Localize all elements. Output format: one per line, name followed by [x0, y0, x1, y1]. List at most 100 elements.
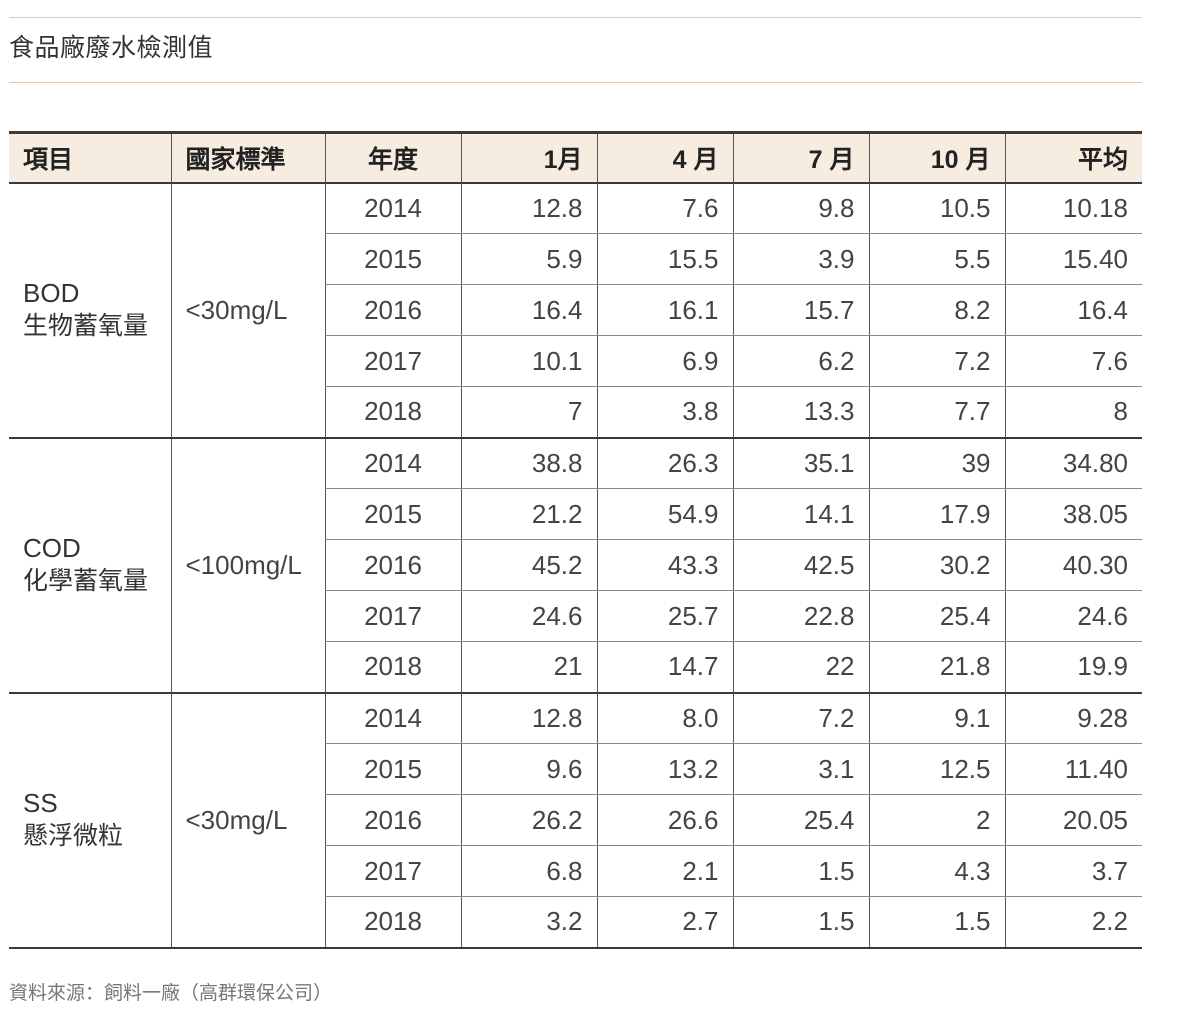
- year-cell: 2014: [324, 692, 461, 744]
- month-7-cell: 35.1: [732, 437, 869, 489]
- average-cell: 3.7: [1004, 845, 1142, 897]
- header-month-10: 10 月: [868, 131, 1005, 184]
- month-1-cell: 12.8: [460, 182, 597, 234]
- year-cell: 2016: [324, 794, 461, 846]
- header-item: 項目: [9, 131, 171, 184]
- table-row: 2016 45.2 43.3 42.5 30.2 40.30: [9, 539, 1142, 591]
- header-standard: 國家標準: [170, 131, 325, 184]
- year-cell: 2015: [324, 743, 461, 795]
- source-note: 資料來源：飼料一廠（高群環保公司）: [9, 982, 333, 1004]
- year-cell: 2017: [324, 845, 461, 897]
- average-cell: 7.6: [1004, 335, 1142, 387]
- month-1-cell: 21.2: [460, 488, 597, 540]
- item-cell: COD 化學蓄氧量: [9, 437, 171, 694]
- table-row: 2017 10.1 6.9 6.2 7.2 7.6: [9, 335, 1142, 387]
- average-cell: 9.28: [1004, 692, 1142, 744]
- item-name: 化學蓄氧量: [23, 567, 149, 595]
- table-row: COD 化學蓄氧量 <100mg/L 2014 38.8 26.3 35.1 39 34.80: [9, 437, 1142, 694]
- month-10-cell: 7.2: [868, 335, 1005, 387]
- month-4-cell: 13.2: [596, 743, 733, 795]
- month-4-cell: 7.6: [596, 182, 733, 234]
- month-4-cell: 43.3: [596, 539, 733, 591]
- month-7-cell: 42.5: [732, 539, 869, 591]
- standard-cell: <30mg/L: [170, 692, 325, 949]
- table-row: 2018 3.2 2.7 1.5 1.5 2.2: [9, 896, 1142, 949]
- month-1-cell: 12.8: [460, 692, 597, 744]
- month-4-cell: 25.7: [596, 590, 733, 642]
- month-4-cell: 3.8: [596, 386, 733, 439]
- year-cell: 2014: [324, 437, 461, 489]
- month-7-cell: 22: [732, 641, 869, 694]
- month-7-cell: 25.4: [732, 794, 869, 846]
- average-cell: 11.40: [1004, 743, 1142, 795]
- month-7-cell: 6.2: [732, 335, 869, 387]
- average-cell: 20.05: [1004, 794, 1142, 846]
- table-row: 2016 16.4 16.1 15.7 8.2 16.4: [9, 284, 1142, 336]
- table-row: 2015 21.2 54.9 14.1 17.9 38.05: [9, 488, 1142, 540]
- year-cell: 2014: [324, 182, 461, 234]
- month-10-cell: 10.5: [868, 182, 1005, 234]
- item-code: BOD: [23, 278, 80, 308]
- header-month-4: 4 月: [596, 131, 733, 184]
- month-10-cell: 5.5: [868, 233, 1005, 285]
- average-cell: 19.9: [1004, 641, 1142, 694]
- month-4-cell: 2.1: [596, 845, 733, 897]
- header-month-7: 7 月: [732, 131, 869, 184]
- month-1-cell: 38.8: [460, 437, 597, 489]
- month-4-cell: 15.5: [596, 233, 733, 285]
- month-4-cell: 2.7: [596, 896, 733, 949]
- month-10-cell: 1.5: [868, 896, 1005, 949]
- month-7-cell: 22.8: [732, 590, 869, 642]
- year-cell: 2018: [324, 896, 461, 949]
- table-row: 2017 6.8 2.1 1.5 4.3 3.7: [9, 845, 1142, 897]
- month-10-cell: 9.1: [868, 692, 1005, 744]
- year-cell: 2015: [324, 233, 461, 285]
- year-cell: 2018: [324, 386, 461, 439]
- item-name: 生物蓄氧量: [23, 312, 149, 340]
- average-cell: 34.80: [1004, 437, 1142, 489]
- month-4-cell: 54.9: [596, 488, 733, 540]
- year-cell: 2015: [324, 488, 461, 540]
- month-4-cell: 8.0: [596, 692, 733, 744]
- table-row: 2016 26.2 26.6 25.4 2 20.05: [9, 794, 1142, 846]
- month-7-cell: 14.1: [732, 488, 869, 540]
- average-cell: 10.18: [1004, 182, 1142, 234]
- month-7-cell: 13.3: [732, 386, 869, 439]
- month-10-cell: 4.3: [868, 845, 1005, 897]
- month-4-cell: 16.1: [596, 284, 733, 336]
- month-10-cell: 39: [868, 437, 1005, 489]
- title-top-rule: [9, 17, 1142, 18]
- standard-cell: <100mg/L: [170, 437, 325, 694]
- month-10-cell: 2: [868, 794, 1005, 846]
- month-7-cell: 15.7: [732, 284, 869, 336]
- year-cell: 2017: [324, 590, 461, 642]
- table-row: 2015 5.9 15.5 3.9 5.5 15.40: [9, 233, 1142, 285]
- standard-cell: <30mg/L: [170, 182, 325, 439]
- header-row: 項目 國家標準 年度 1月 4 月 7 月 10 月 平均: [9, 131, 1142, 184]
- month-10-cell: 25.4: [868, 590, 1005, 642]
- title-bottom-rule: [9, 82, 1142, 83]
- month-1-cell: 7: [460, 386, 597, 439]
- month-1-cell: 3.2: [460, 896, 597, 949]
- table-row: BOD 生物蓄氧量 <30mg/L 2014 12.8 7.6 9.8 10.5 10.18: [9, 182, 1142, 439]
- page-title: 食品廠廢水檢測值: [9, 33, 214, 62]
- average-cell: 40.30: [1004, 539, 1142, 591]
- table-row: 2018 7 3.8 13.3 7.7 8: [9, 386, 1142, 439]
- month-10-cell: 30.2: [868, 539, 1005, 591]
- average-cell: 16.4: [1004, 284, 1142, 336]
- month-7-cell: 9.8: [732, 182, 869, 234]
- table-row: 2015 9.6 13.2 3.1 12.5 11.40: [9, 743, 1142, 795]
- year-cell: 2017: [324, 335, 461, 387]
- average-cell: 38.05: [1004, 488, 1142, 540]
- month-7-cell: 3.1: [732, 743, 869, 795]
- item-code: SS: [23, 788, 58, 818]
- header-year: 年度: [324, 131, 461, 184]
- month-1-cell: 9.6: [460, 743, 597, 795]
- average-cell: 8: [1004, 386, 1142, 439]
- month-1-cell: 21: [460, 641, 597, 694]
- month-1-cell: 26.2: [460, 794, 597, 846]
- month-10-cell: 12.5: [868, 743, 1005, 795]
- month-10-cell: 17.9: [868, 488, 1005, 540]
- year-cell: 2018: [324, 641, 461, 694]
- month-10-cell: 8.2: [868, 284, 1005, 336]
